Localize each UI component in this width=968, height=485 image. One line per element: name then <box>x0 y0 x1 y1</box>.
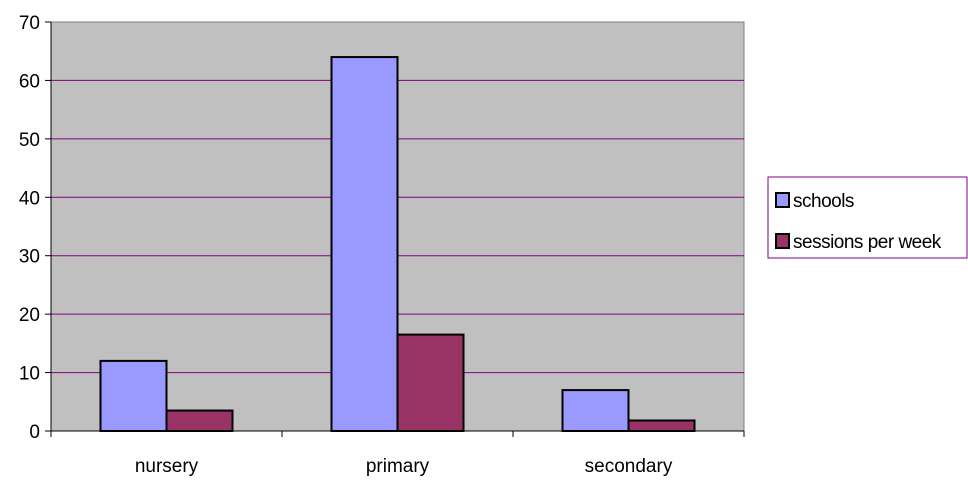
bar-nursery-sessions-per-week <box>165 409 234 432</box>
bar-primary-schools <box>330 56 399 433</box>
bar-primary-sessions-per-week <box>396 333 465 433</box>
y-tick-label: 40 <box>19 188 40 209</box>
bar-secondary-schools <box>561 389 630 433</box>
x-tick-label: nursery <box>135 456 199 477</box>
y-tick-label: 20 <box>19 305 40 326</box>
y-tick-label: 70 <box>19 13 40 34</box>
y-tick-label: 60 <box>19 71 40 92</box>
y-tick-label: 50 <box>19 130 40 151</box>
y-tick-label: 0 <box>29 422 40 443</box>
legend-box <box>767 176 968 259</box>
legend: schools sessions per week <box>767 176 968 259</box>
plot-area: 0 10 20 30 40 50 60 70 nursery primary secondary <box>19 13 745 477</box>
legend-label: sessions per week <box>793 232 942 253</box>
y-tick-label: 10 <box>19 364 40 385</box>
bar-nursery-schools <box>99 359 168 432</box>
x-tick-label: secondary <box>585 456 673 477</box>
x-tick-label: primary <box>366 456 430 477</box>
legend-swatch-sessions-per-week <box>775 233 790 249</box>
bar-secondary-sessions-per-week <box>627 419 696 432</box>
y-tick-label: 30 <box>19 247 40 268</box>
legend-label: schools <box>793 191 854 212</box>
legend-swatch-schools <box>775 192 790 208</box>
